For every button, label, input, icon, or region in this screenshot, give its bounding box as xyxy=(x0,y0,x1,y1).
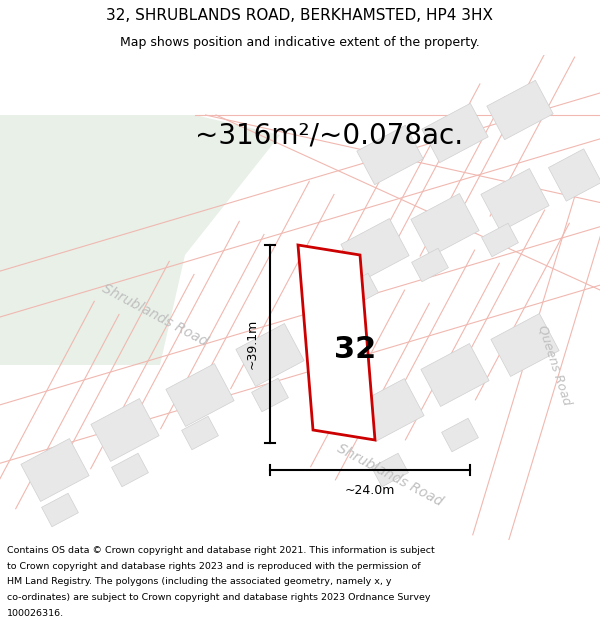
Text: 32, SHRUBLANDS ROAD, BERKHAMSTED, HP4 3HX: 32, SHRUBLANDS ROAD, BERKHAMSTED, HP4 3H… xyxy=(107,8,493,23)
Polygon shape xyxy=(251,378,289,412)
Text: ~316m²/~0.078ac.: ~316m²/~0.078ac. xyxy=(195,121,463,149)
Polygon shape xyxy=(442,418,478,452)
Text: ~39.1m: ~39.1m xyxy=(245,319,259,369)
Polygon shape xyxy=(182,416,218,450)
Polygon shape xyxy=(298,245,375,440)
Polygon shape xyxy=(548,149,600,201)
Text: 32: 32 xyxy=(334,336,376,364)
Polygon shape xyxy=(487,81,553,139)
Polygon shape xyxy=(357,126,423,184)
Text: 100026316.: 100026316. xyxy=(7,609,64,618)
Polygon shape xyxy=(236,324,304,386)
Polygon shape xyxy=(41,493,79,527)
Text: Contains OS data © Crown copyright and database right 2021. This information is : Contains OS data © Crown copyright and d… xyxy=(7,546,435,555)
Polygon shape xyxy=(112,453,148,487)
Polygon shape xyxy=(356,379,424,441)
Text: Shrublands Road: Shrublands Road xyxy=(335,441,445,509)
Polygon shape xyxy=(491,314,559,376)
Polygon shape xyxy=(422,103,488,162)
Polygon shape xyxy=(166,364,234,426)
Text: to Crown copyright and database rights 2023 and is reproduced with the permissio: to Crown copyright and database rights 2… xyxy=(7,562,421,571)
Polygon shape xyxy=(91,399,159,461)
Polygon shape xyxy=(0,115,280,365)
Polygon shape xyxy=(341,219,409,281)
Text: Shrublands Road: Shrublands Road xyxy=(100,281,210,349)
Text: co-ordinates) are subject to Crown copyright and database rights 2023 Ordnance S: co-ordinates) are subject to Crown copyr… xyxy=(7,593,431,602)
Text: HM Land Registry. The polygons (including the associated geometry, namely x, y: HM Land Registry. The polygons (includin… xyxy=(7,578,392,586)
Text: ~24.0m: ~24.0m xyxy=(345,484,395,497)
Polygon shape xyxy=(341,273,379,307)
Text: Map shows position and indicative extent of the property.: Map shows position and indicative extent… xyxy=(120,36,480,49)
Polygon shape xyxy=(371,453,409,487)
Text: Queens Road: Queens Road xyxy=(536,323,574,407)
Polygon shape xyxy=(411,194,479,256)
Polygon shape xyxy=(482,223,518,257)
Polygon shape xyxy=(21,439,89,501)
Polygon shape xyxy=(412,248,448,282)
Polygon shape xyxy=(481,169,549,231)
Polygon shape xyxy=(421,344,489,406)
